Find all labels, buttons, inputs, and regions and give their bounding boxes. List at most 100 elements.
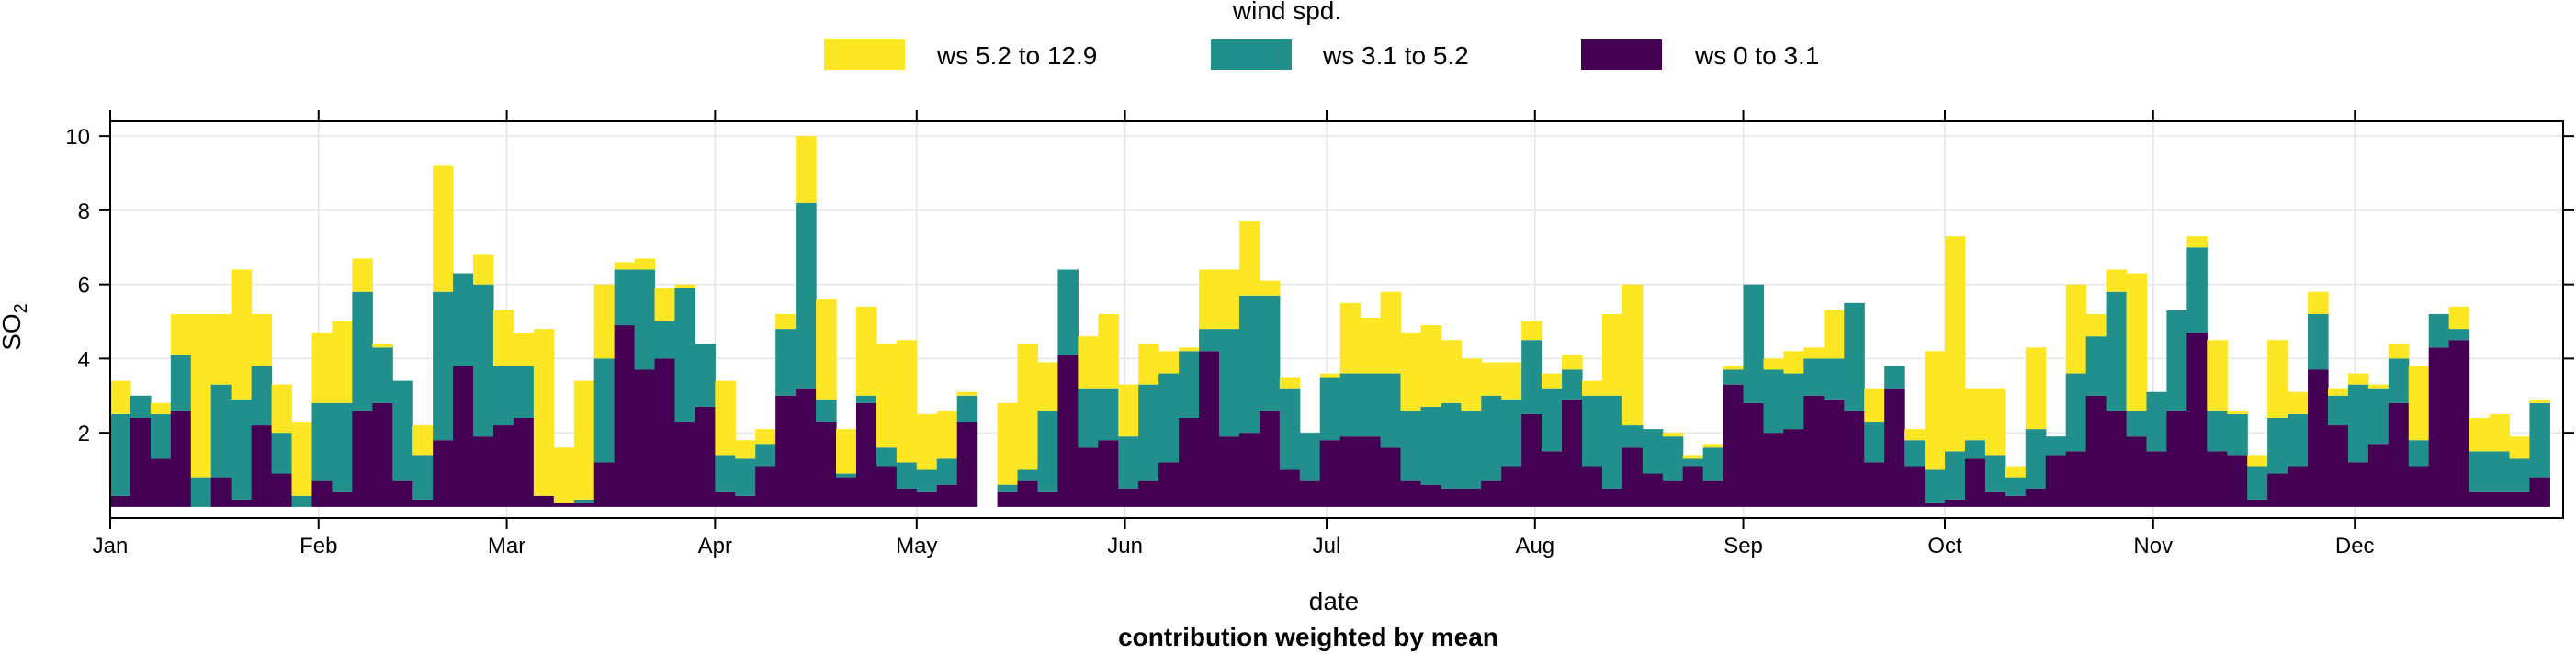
bar-segment xyxy=(2509,491,2531,507)
bar-segment xyxy=(110,413,131,496)
bar-segment xyxy=(936,458,958,485)
bar-segment xyxy=(2146,391,2168,452)
bar-segment xyxy=(1461,410,1482,489)
bar-segment xyxy=(1319,440,1341,507)
bar-segment xyxy=(1360,373,1382,437)
bar-segment xyxy=(1783,351,1804,374)
bar-segment xyxy=(2489,491,2511,507)
bar-segment xyxy=(876,466,898,507)
bar-segment xyxy=(110,495,131,507)
bar-segment xyxy=(775,395,797,507)
bar-segment xyxy=(1743,284,1765,403)
bar-segment xyxy=(2126,273,2148,411)
bar-segment xyxy=(170,410,192,507)
y-axis-label-main: SO xyxy=(0,313,26,350)
bar-segment xyxy=(492,425,514,507)
bar-segment xyxy=(271,433,293,474)
bar-segment xyxy=(1441,488,1462,507)
bar-segment xyxy=(2166,310,2187,411)
bar-segment xyxy=(1884,366,1905,389)
bar-segment xyxy=(251,366,273,426)
bar-segment xyxy=(271,384,293,434)
bar-segment xyxy=(2308,313,2329,370)
bar-segment xyxy=(1360,436,1382,507)
bar-segment xyxy=(1279,377,1301,389)
bar-segment xyxy=(1461,488,1482,507)
bar-segment xyxy=(1218,329,1240,437)
bar-segment xyxy=(1158,462,1180,507)
bar-segment xyxy=(473,436,494,507)
legend-label-mid: ws 3.1 to 5.2 xyxy=(1322,41,1469,70)
bar-segment xyxy=(110,380,131,414)
bar-segment xyxy=(1138,344,1159,385)
bar-segment xyxy=(1763,433,1785,507)
bar-segment xyxy=(2085,395,2107,507)
bar-segment xyxy=(997,402,1019,485)
bar-segment xyxy=(2247,466,2268,500)
bar-segment xyxy=(1098,313,1119,389)
bar-segment xyxy=(1803,395,1825,507)
bar-segment xyxy=(1218,436,1240,507)
bar-segment xyxy=(855,306,877,396)
bar-segment xyxy=(956,395,978,423)
bar-segment xyxy=(614,262,636,270)
bar-segment xyxy=(1158,373,1180,463)
bar-segment xyxy=(1098,388,1119,441)
bar-segment xyxy=(473,254,494,285)
bar-segment xyxy=(2428,313,2450,348)
bar-segment xyxy=(1904,429,1926,441)
bar-segment xyxy=(2448,329,2470,341)
bar-segment xyxy=(1037,410,1059,492)
bar-segment xyxy=(1621,425,1644,448)
bar-segment xyxy=(1481,480,1502,507)
bar-segment xyxy=(251,313,273,366)
bar-segment xyxy=(2509,458,2531,492)
bar-segment xyxy=(2388,344,2410,359)
bar-segment xyxy=(2469,451,2491,492)
x-tick-label: Aug xyxy=(1515,534,1554,558)
bar-segment xyxy=(1461,358,1482,411)
bar-segment xyxy=(1682,466,1704,507)
bar-segment xyxy=(170,355,192,411)
bar-segment xyxy=(1662,480,1684,507)
bar-segment xyxy=(1763,358,1785,370)
bar-segment xyxy=(1824,310,1845,359)
bar-segment xyxy=(1098,440,1119,507)
y-axis-label-subscript: 2 xyxy=(11,303,31,313)
bar-segment xyxy=(2126,436,2148,507)
bar-segment xyxy=(1542,373,1563,389)
bar-segment xyxy=(2267,417,2288,474)
bar-segment xyxy=(1118,436,1139,489)
x-tick-label: Mar xyxy=(488,534,525,558)
legend-swatch-low xyxy=(1581,39,1662,70)
bar-segment xyxy=(1441,340,1462,403)
bar-segment xyxy=(1339,436,1361,507)
bar-segment xyxy=(2408,440,2430,467)
bar-segment xyxy=(916,469,938,492)
bar-segment xyxy=(210,384,232,478)
bar-segment xyxy=(1138,480,1159,507)
bar-segment xyxy=(715,491,736,507)
bar-segment xyxy=(2065,284,2087,374)
bar-segment xyxy=(1199,351,1220,507)
bar-segment xyxy=(936,484,958,507)
bar-segment xyxy=(816,299,837,400)
bar-segment xyxy=(2005,495,2027,507)
bar-segment xyxy=(150,458,172,507)
bar-segment xyxy=(1925,351,1946,470)
bar-segment xyxy=(855,395,877,403)
bar-segment xyxy=(190,313,212,478)
bar-segment xyxy=(473,284,494,437)
bar-segment xyxy=(2327,388,2349,396)
bar-segment xyxy=(796,136,817,203)
bar-segment xyxy=(1481,395,1502,481)
bar-segment xyxy=(1621,447,1644,507)
bar-segment xyxy=(1037,362,1059,411)
bar-segment xyxy=(634,269,656,370)
bar-segment xyxy=(2045,455,2067,507)
bar-segment xyxy=(1138,384,1159,481)
bar-segment xyxy=(1420,325,1441,407)
bar-segment xyxy=(1199,269,1220,330)
bar-segment xyxy=(1118,384,1139,437)
bar-segment xyxy=(291,422,313,496)
